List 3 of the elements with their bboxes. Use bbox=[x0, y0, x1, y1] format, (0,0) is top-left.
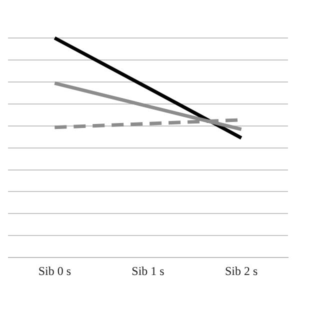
x-tick-label: Sib 1 s bbox=[132, 264, 165, 278]
x-tick-label: Sib 0 s bbox=[38, 264, 72, 278]
x-tick-label: Sib 2 s bbox=[224, 264, 258, 278]
